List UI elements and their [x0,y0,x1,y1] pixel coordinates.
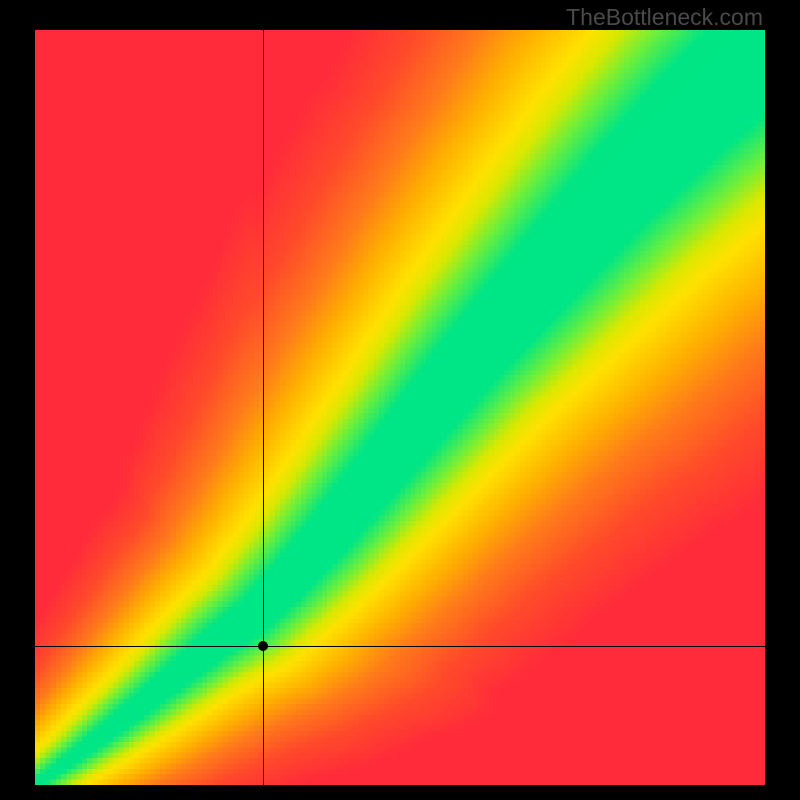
watermark-text: TheBottleneck.com [566,4,763,31]
bottleneck-heatmap [35,30,765,785]
crosshair-horizontal-line [35,646,765,647]
crosshair-vertical-line [263,30,264,785]
figure-container: TheBottleneck.com [0,0,800,800]
